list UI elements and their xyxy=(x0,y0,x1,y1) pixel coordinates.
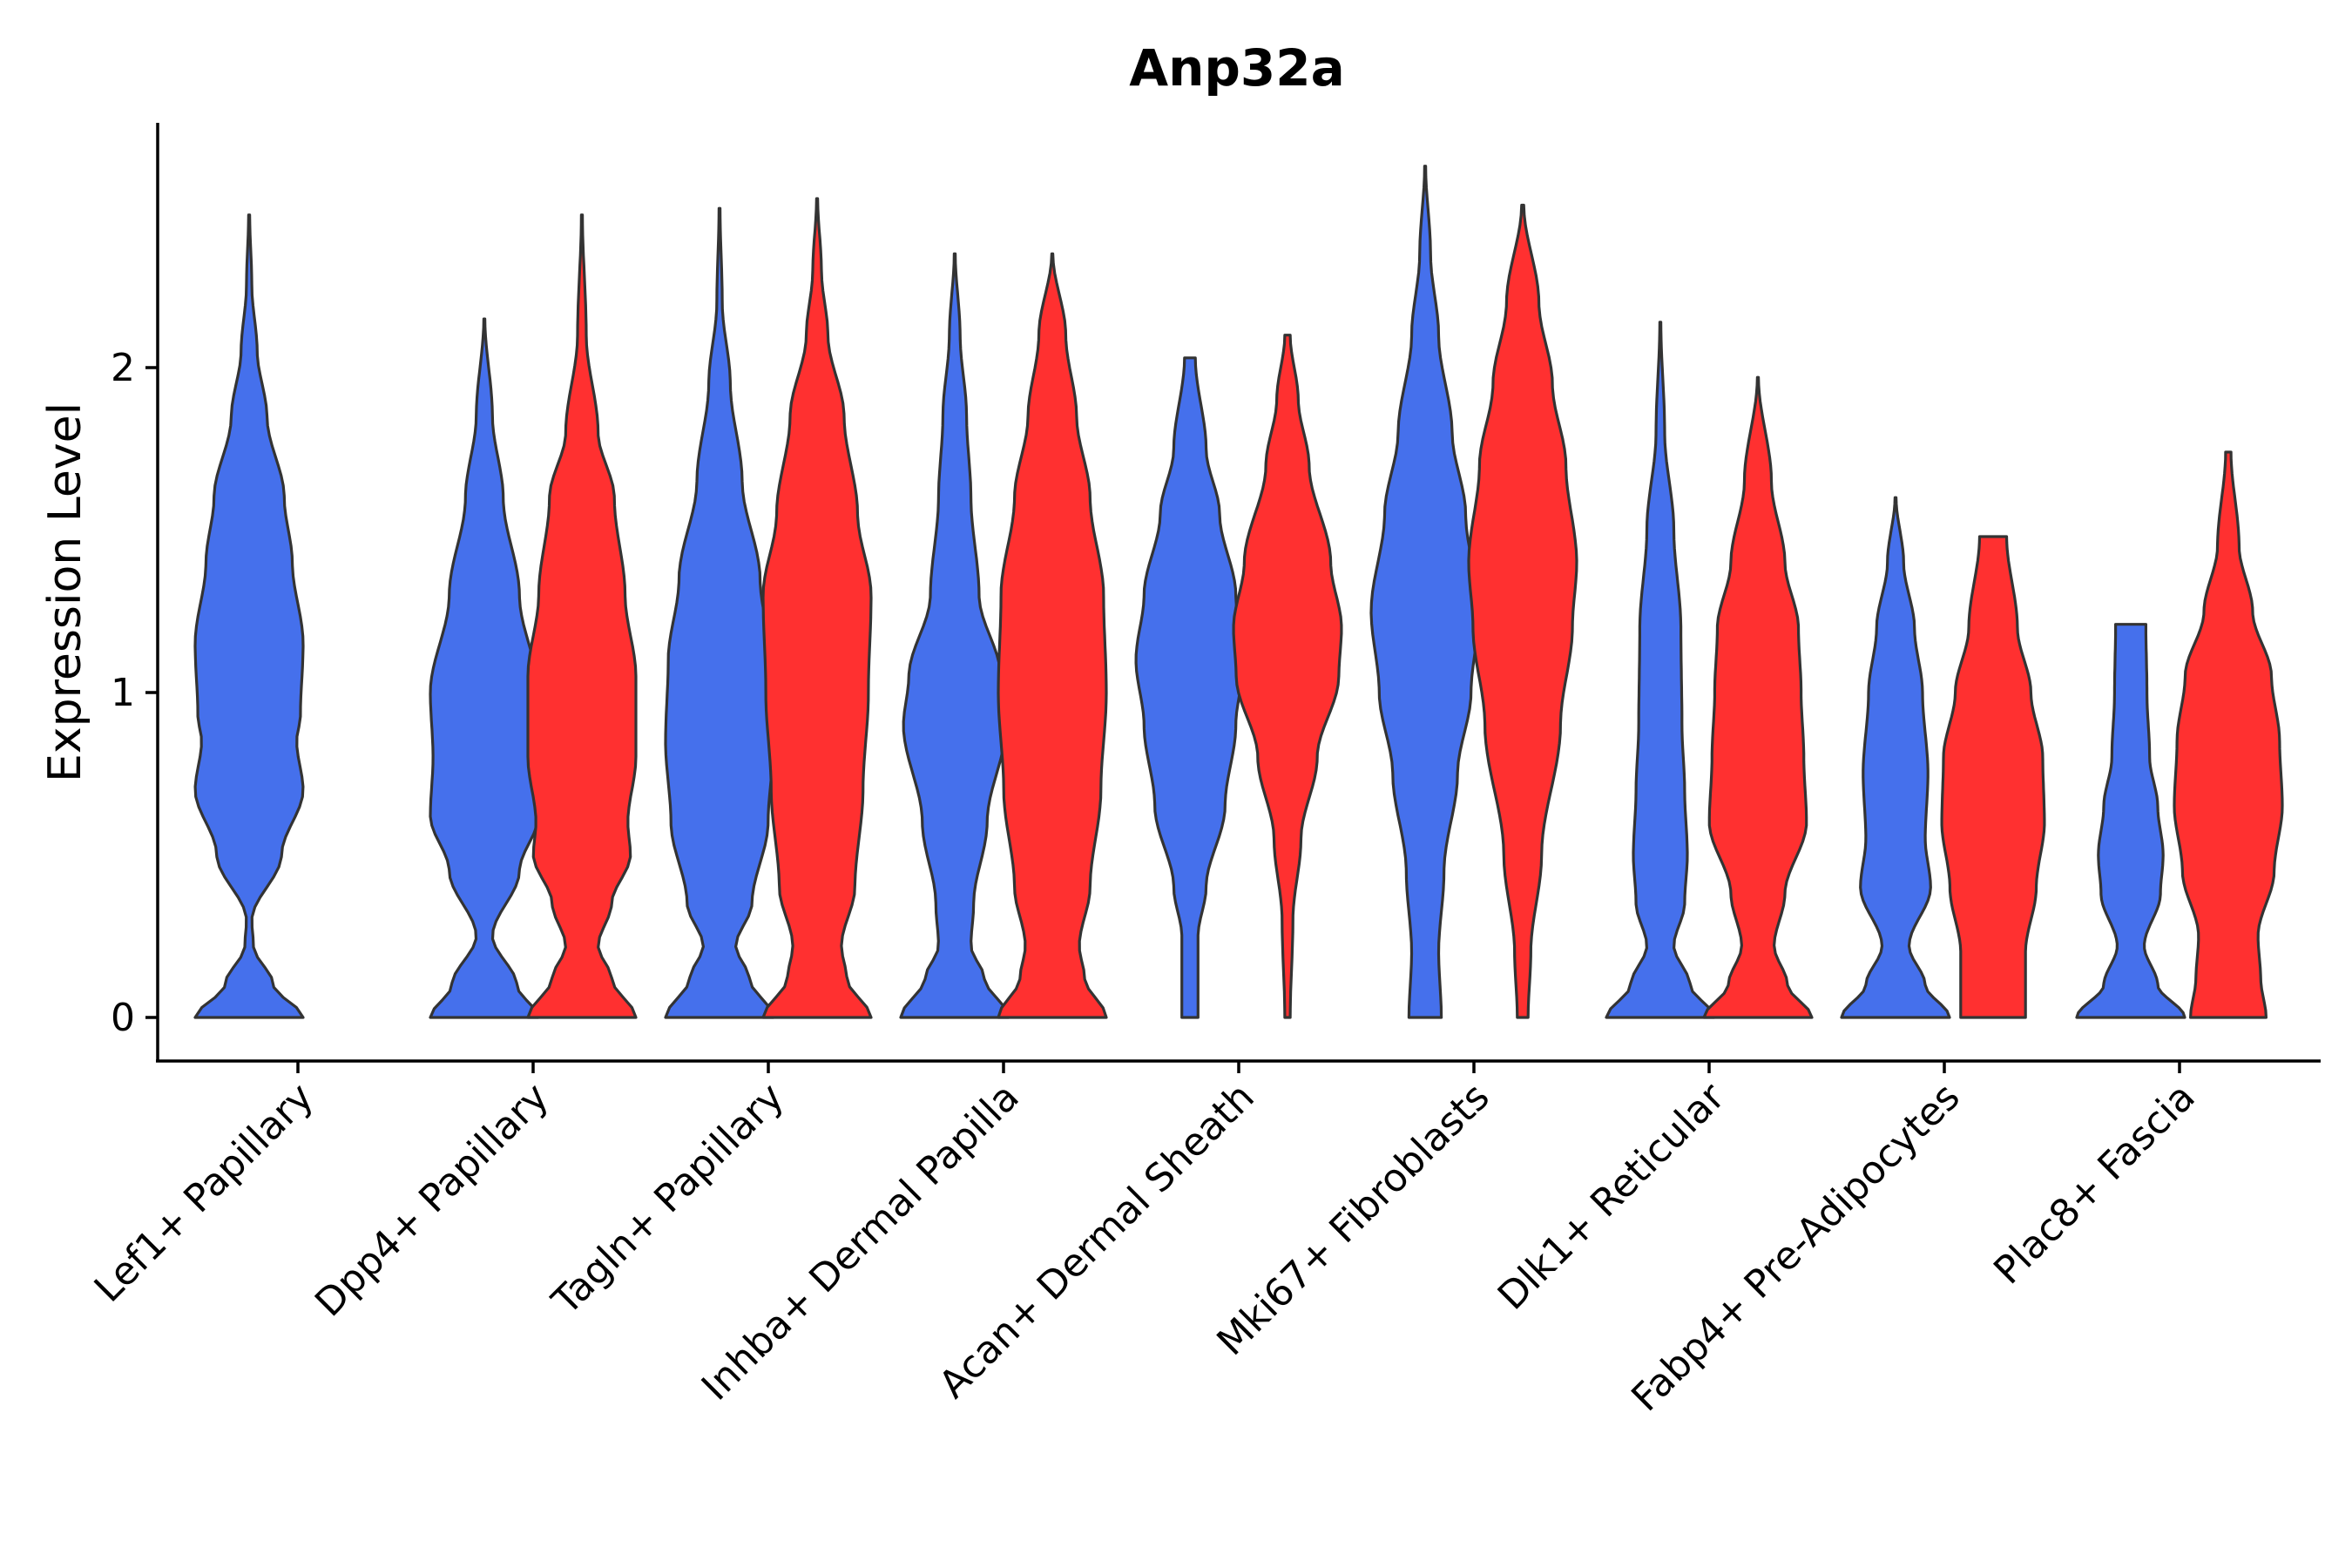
x-tick-label: Lef1+ Papillary xyxy=(86,1075,322,1311)
violin-group2 xyxy=(1467,203,1578,1019)
violin-group1 xyxy=(1605,321,1716,1019)
violin-group2 xyxy=(1232,334,1343,1019)
violin-group2 xyxy=(1702,375,1814,1019)
violin-group1 xyxy=(664,206,775,1019)
y-axis-ticks: 0 1 2 xyxy=(111,346,158,1040)
violin-group1 xyxy=(429,317,540,1019)
x-tick-label: Dpp4+ Papillary xyxy=(307,1075,558,1326)
x-tick-label: Tagln+ Papillary xyxy=(544,1075,793,1324)
violin-group2 xyxy=(997,252,1108,1019)
violin-group1 xyxy=(2075,623,2186,1019)
violin-group1 xyxy=(1134,356,1246,1019)
x-tick-label: Dlk1+ Reticular xyxy=(1490,1074,1734,1319)
violin-series xyxy=(193,165,2284,1019)
violin-group2 xyxy=(526,213,638,1019)
y-tick-label: 0 xyxy=(111,996,135,1040)
violin-group2 xyxy=(1940,535,2046,1019)
x-tick-label: Plac8+ Fascia xyxy=(1985,1075,2204,1294)
violin-group1 xyxy=(193,213,305,1019)
chart-title: Anp32a xyxy=(1129,38,1345,98)
violin-group2 xyxy=(761,197,873,1019)
violin-group1 xyxy=(1840,496,1951,1019)
violin-group2 xyxy=(2173,450,2284,1019)
y-axis-label: Expression Level xyxy=(39,402,91,782)
y-tick-label: 2 xyxy=(111,346,135,390)
y-tick-label: 1 xyxy=(111,671,135,715)
violin-group1 xyxy=(1369,165,1481,1019)
x-tick-label: Mki67+ Fibroblasts xyxy=(1208,1075,1497,1364)
violin-group1 xyxy=(899,252,1010,1019)
